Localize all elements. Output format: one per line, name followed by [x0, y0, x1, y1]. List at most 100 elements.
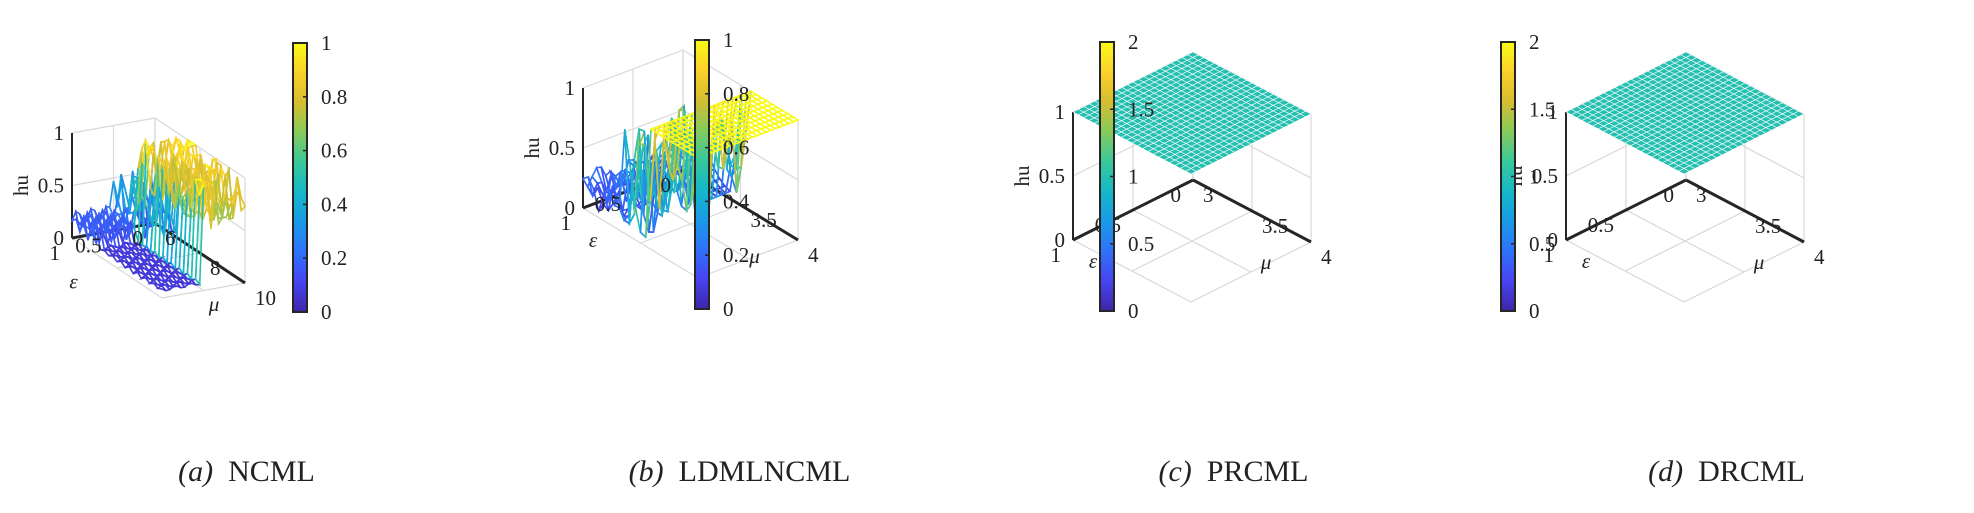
colorbar-tick-label: 1 [321, 31, 332, 55]
caption-label: (c) [1158, 455, 1192, 488]
colorbar-tick-label: 0 [1529, 299, 1540, 323]
surface-cell [1792, 110, 1805, 118]
colorbar-tick-label: 0.5 [1529, 232, 1555, 256]
colorbar [292, 42, 308, 313]
colorbar-tick-label: 2 [1128, 30, 1139, 54]
mu-tick-label: 3 [1203, 183, 1214, 207]
eps-tick-label: 1 [1051, 243, 1062, 267]
mu-tick-label: 3.5 [751, 208, 777, 232]
mu-tick-label: 4 [1321, 245, 1332, 269]
mu-tick-label: 8 [210, 256, 221, 280]
caption-title: PRCML [1206, 455, 1309, 488]
caption-label: (a) [178, 455, 214, 488]
colorbar-tick-label: 0.6 [723, 136, 749, 160]
colorbar-tick-label: 0.4 [723, 189, 750, 213]
mu-axis-label: μ [748, 244, 760, 268]
mu-axis-label: μ [1260, 250, 1272, 274]
z-tick-label: 0 [565, 196, 576, 220]
mu-axis-label: μ [208, 292, 220, 316]
z-tick-label: 1 [1055, 100, 1066, 124]
eps-axis-line [1565, 178, 1687, 242]
caption-c: (c) PRCML [987, 455, 1480, 489]
z-axis-label: hu [1010, 165, 1034, 187]
colorbar-tick-label: 0.8 [723, 82, 749, 106]
wall-grid-line [154, 117, 246, 179]
eps-tick-label: 0 [1171, 183, 1182, 207]
eps-axis-label: ε [69, 270, 78, 294]
eps-tick-label: 1 [50, 241, 61, 265]
mu-axis-label: μ [1753, 250, 1765, 274]
caption-b: (b) LDMLNCML [493, 455, 986, 489]
floor-grid-line [1190, 241, 1312, 303]
eps-axis-label: ε [1582, 249, 1591, 273]
z-tick-label: 0.5 [1532, 164, 1558, 188]
caption-title: NCML [228, 455, 315, 488]
eps-tick-label: 1 [1544, 243, 1555, 267]
wall-grid-line [582, 49, 684, 89]
colorbar-tick-label: 1 [723, 28, 734, 52]
eps-axis-label: ε [1089, 249, 1098, 273]
surface-mesh [70, 135, 246, 292]
caption-a: (a) NCML [0, 455, 493, 489]
eps-tick-label: 0 [133, 226, 144, 250]
mu-tick-label: 3.5 [1262, 214, 1288, 238]
z-tick-label: 0.5 [549, 136, 575, 160]
z-tick-label: 1 [565, 76, 576, 100]
colorbar [694, 39, 710, 310]
colorbar-tick-label: 1 [1128, 165, 1139, 189]
mu-axis-line [154, 221, 246, 285]
mu-tick-label: 3 [1696, 183, 1707, 207]
eps-tick-label: 0.5 [1588, 213, 1614, 237]
z-tick-label: 0.5 [38, 174, 64, 198]
surface-mesh [1565, 51, 1805, 175]
eps-tick-label: 0.5 [595, 192, 621, 216]
z-axis-label: hu [520, 137, 544, 159]
z-tick-label: 0 [1548, 228, 1559, 252]
colorbar-tick-label: 0.2 [723, 243, 749, 267]
floor-grid-line [1624, 210, 1746, 272]
colorbar-tick-label: 0.5 [1128, 232, 1154, 256]
colorbar-tick-label: 0.4 [321, 192, 348, 216]
floor-grid-line [1131, 210, 1253, 272]
z-tick-label: 0.5 [1039, 164, 1065, 188]
caption-title: DRCML [1698, 455, 1805, 488]
eps-axis-line [1072, 178, 1194, 242]
caption-title: LDMLNCML [678, 455, 851, 488]
z-tick-label: 0 [54, 226, 65, 250]
mu-tick-label: 4 [1814, 245, 1825, 269]
floor-grid-line [161, 282, 246, 299]
mu-tick-label: 6 [165, 226, 176, 250]
surface-cell [1299, 110, 1312, 118]
colorbar-tick-label: 2 [1529, 30, 1540, 54]
mu-axis-line [1685, 178, 1805, 244]
caption-d: (d) DRCML [1480, 455, 1973, 489]
colorbar-tick-label: 1.5 [1529, 97, 1555, 121]
colorbar-tick-label: 0 [1128, 299, 1139, 323]
z-tick-label: 1 [1548, 100, 1559, 124]
panel-a: 0 0.5 1 1 0.5 0 6 8 10 hu ε μ 0 0.2 0.4 0.6 0.8 1 (a) NCM… [0, 0, 493, 513]
eps-tick-label: 1 [561, 211, 572, 235]
colorbar-tick-label: 0.6 [321, 139, 347, 163]
caption-label: (b) [628, 455, 664, 488]
eps-tick-label: 0 [661, 173, 672, 197]
colorbar-tick-label: 0.2 [321, 246, 347, 270]
colorbar-tick-label: 0 [321, 300, 332, 324]
eps-tick-label: 0.5 [75, 234, 101, 258]
eps-tick-label: 0 [1664, 183, 1675, 207]
eps-axis-label: ε [589, 228, 598, 252]
surface-mesh [1072, 51, 1312, 175]
caption-label: (d) [1648, 455, 1684, 488]
colorbar-tick-label: 0 [723, 297, 734, 321]
wall-grid-line [71, 117, 156, 134]
z-axis-label: hu [9, 175, 33, 197]
mu-tick-label: 10 [255, 286, 276, 310]
colorbar-tick-label: 1 [1529, 165, 1540, 189]
z-tick-label: 1 [54, 121, 65, 145]
